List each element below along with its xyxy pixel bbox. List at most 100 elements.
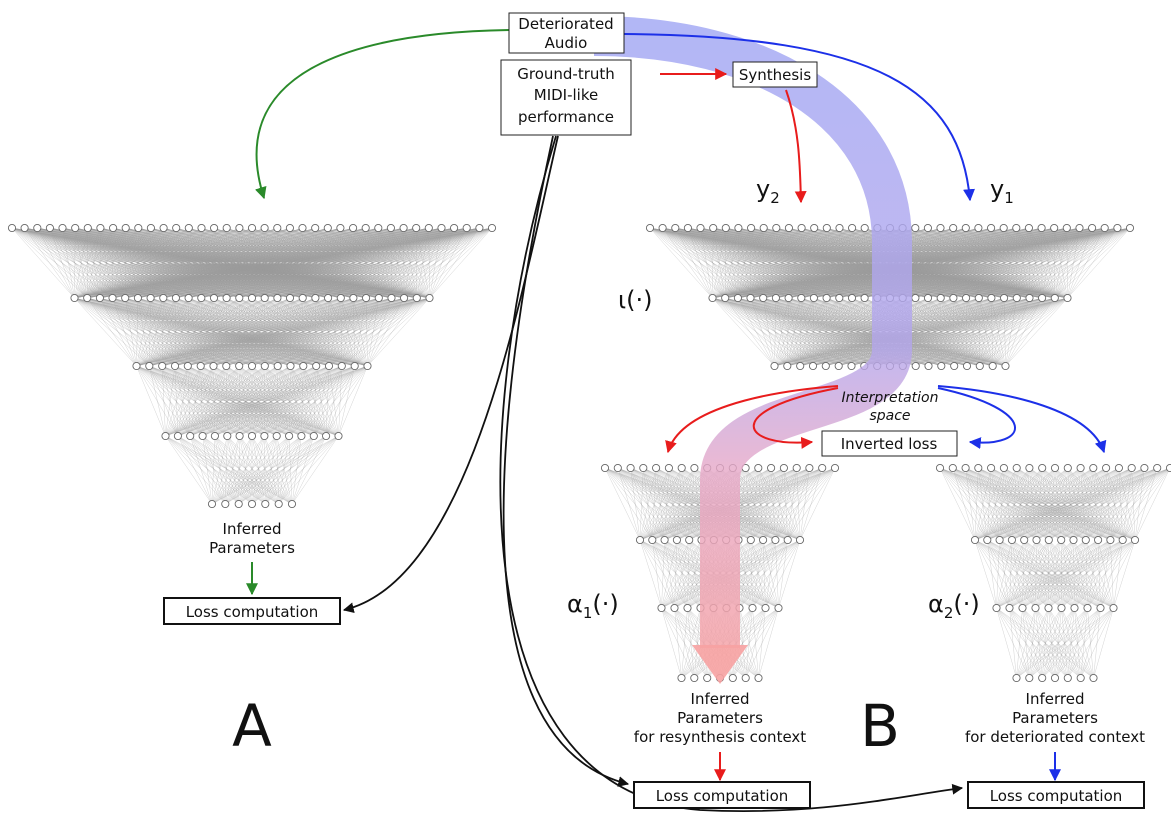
iota-label: ι(·): [618, 286, 652, 314]
neuron-node: [298, 223, 307, 233]
neuron-node: [1050, 293, 1059, 303]
blue-arrow-to-alpha2: [937, 385, 1107, 454]
network-a: [7, 223, 497, 509]
neuron-node: [721, 293, 730, 303]
neuron-node: [285, 431, 294, 441]
neuron-node: [1089, 463, 1098, 473]
neuron-node: [171, 293, 180, 303]
neuron-node: [197, 293, 206, 303]
neuron-node: [1032, 535, 1041, 545]
neuron-node: [58, 223, 67, 233]
alpha2-label: α2(·): [928, 590, 980, 622]
neuron-node: [821, 361, 830, 371]
neuron-node: [677, 463, 686, 473]
neuron-node: [950, 361, 959, 371]
panel-a-output-line1: Inferred: [223, 520, 282, 538]
neuron-node: [923, 293, 933, 303]
neuron-node: [721, 223, 730, 233]
neuron-node: [962, 361, 972, 371]
neuron-node: [992, 603, 1001, 613]
neuron-node: [299, 361, 308, 371]
panel-a-loss-label: Loss computation: [186, 603, 319, 621]
neuron-node: [948, 463, 957, 473]
neuron-node: [285, 293, 295, 303]
network-a-layer-4: [161, 431, 343, 441]
neuron-node: [935, 463, 945, 473]
neuron-node: [273, 223, 282, 233]
y1-label: y1: [990, 175, 1014, 207]
neuron-node: [222, 361, 231, 371]
network-a-layer-3: [132, 361, 372, 371]
neuron-node: [196, 361, 205, 371]
network-alpha2-layer-2: [970, 535, 1140, 545]
red-arrow-to-alpha1: [665, 385, 839, 454]
neuron-node: [759, 293, 768, 303]
neuron-node: [298, 293, 307, 303]
neuron-node: [797, 293, 806, 303]
neuron-node: [350, 361, 359, 371]
neuron-node: [975, 361, 984, 371]
network-alpha2-edges: [939, 467, 1171, 679]
neuron-node: [660, 535, 669, 545]
output2-line2: Parameters: [1012, 709, 1098, 727]
panel-b-loss-box-1: Loss computation: [633, 781, 811, 809]
neuron-node: [247, 499, 257, 509]
neuron-node: [334, 431, 343, 441]
neuron-node: [337, 361, 346, 371]
neuron-node: [221, 499, 230, 509]
neuron-node: [133, 293, 142, 303]
neuron-node: [146, 223, 155, 233]
neuron-node: [1088, 223, 1097, 233]
neuron-node: [733, 293, 742, 303]
neuron-node: [400, 293, 409, 303]
neuron-node: [287, 499, 297, 509]
neuron-node: [462, 223, 471, 233]
neuron-node: [121, 223, 130, 233]
network-a-layer-5: [207, 499, 297, 509]
neuron-node: [639, 463, 648, 473]
neuron-node: [741, 673, 750, 683]
neuron-node: [911, 223, 920, 233]
neuron-node: [349, 293, 358, 303]
neuron-node: [71, 223, 80, 233]
output2-line1: Inferred: [1026, 690, 1085, 708]
neuron-node: [783, 535, 792, 545]
neuron-node: [1083, 603, 1092, 613]
neuron-node: [835, 223, 844, 233]
neuron-node: [487, 223, 497, 233]
neuron-node: [1012, 463, 1021, 473]
neuron-node: [222, 223, 231, 233]
neuron-node: [285, 223, 294, 233]
neuron-node: [450, 223, 459, 233]
neuron-node: [1025, 673, 1034, 683]
neuron-node: [645, 223, 655, 233]
synthesis-box: Synthesis: [732, 61, 818, 88]
neuron-node: [386, 223, 395, 233]
neuron-node: [784, 223, 793, 233]
neuron-node: [754, 673, 763, 683]
interpretation-flow-band: [593, 16, 912, 684]
neuron-node: [336, 223, 345, 233]
neuron-node: [159, 293, 168, 303]
neuron-node: [399, 223, 408, 233]
neuron-node: [761, 603, 770, 613]
y2-label: y2: [756, 175, 780, 207]
neuron-node: [860, 223, 869, 233]
neuron-node: [387, 293, 396, 303]
neuron-node: [235, 223, 244, 233]
network-a-edges: [11, 227, 493, 505]
neuron-node: [412, 293, 421, 303]
neuron-node: [746, 293, 755, 303]
neuron-node: [234, 499, 243, 509]
neuron-node: [311, 293, 320, 303]
neuron-node: [635, 535, 645, 545]
neuron-node: [690, 673, 699, 683]
neuron-node: [132, 361, 141, 371]
neuron-node: [235, 293, 244, 303]
neuron-node: [272, 431, 281, 441]
neural-networks: [7, 223, 1171, 683]
neuron-node: [970, 535, 980, 545]
ground-truth-line3: performance: [518, 108, 614, 126]
neuron-node: [834, 361, 843, 371]
neuron-node: [158, 361, 167, 371]
